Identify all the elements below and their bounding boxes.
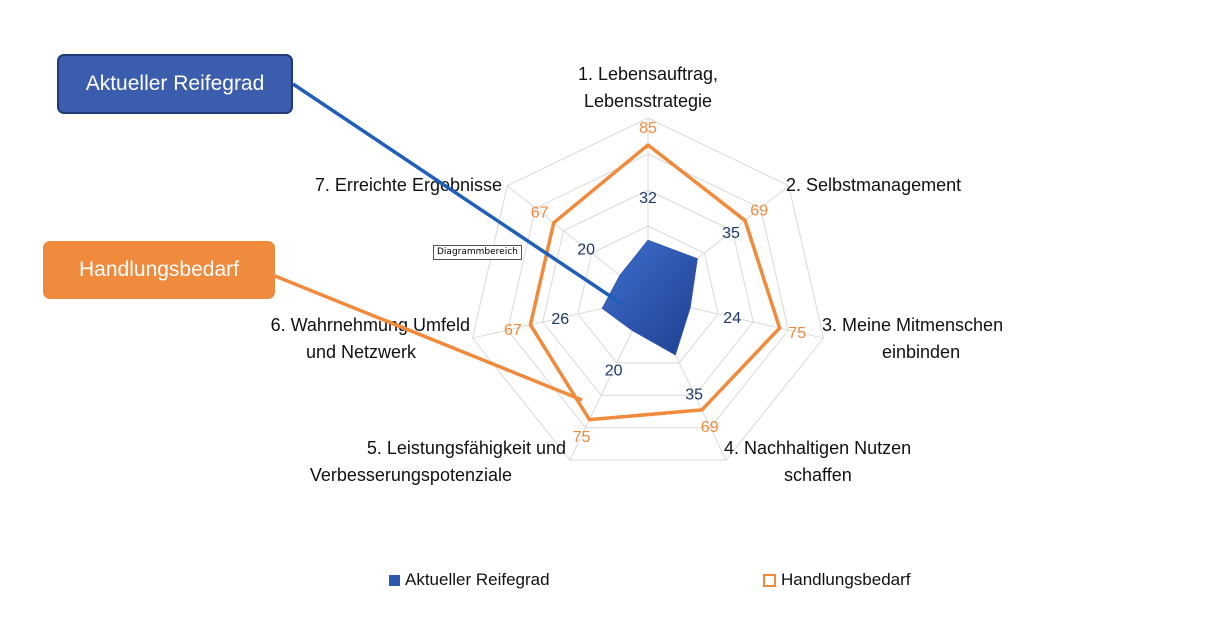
legend-swatch-need	[763, 573, 776, 587]
data-label-need: 85	[639, 120, 657, 137]
series-area-current	[601, 239, 698, 356]
category-label: 2. Selbstmanagement	[786, 175, 961, 195]
data-label-need: 69	[701, 419, 719, 436]
category-label: 4. Nachhaltigen Nutzen schaffen	[724, 438, 911, 485]
category-label: 1. Lebensauftrag, Lebensstrategie	[578, 64, 718, 111]
grid-ring	[542, 189, 754, 396]
callout-line-need	[274, 274, 583, 402]
data-label-need: 75	[573, 429, 591, 446]
legend-item-current[interactable]: Aktueller Reifegrad	[389, 570, 550, 590]
data-label-current: 32	[639, 190, 657, 207]
grid-ring	[507, 153, 789, 429]
chart-area-tooltip: Diagrammbereich	[433, 245, 522, 260]
legend-label-current: Aktueller Reifegrad	[405, 570, 550, 589]
radar-labels: 32 35 24 35 20 26 20 85 69 75 69 75 67 67 1. Lebensauf…	[271, 64, 1004, 485]
radar-series	[528, 143, 782, 422]
category-label: 5. Leistungsfähigkeit und Verbesserungspo…	[310, 438, 566, 485]
data-label-need: 67	[504, 322, 522, 339]
grid-ring	[471, 117, 825, 461]
category-label: 7. Erreichte Ergebnisse	[315, 175, 502, 195]
grid-ring	[577, 225, 719, 364]
legend-label-need: Handlungsbedarf	[781, 570, 911, 589]
category-label: 3. Meine Mitmenschen einbinden	[822, 315, 1003, 362]
data-label-current: 26	[551, 311, 569, 328]
data-label-current: 20	[605, 362, 623, 379]
data-label-need: 67	[531, 205, 549, 222]
data-label-need: 69	[750, 202, 768, 219]
callout-current-maturity: Aktueller Reifegrad	[57, 54, 293, 114]
series-line-need	[528, 143, 782, 422]
data-label-current: 35	[722, 225, 740, 242]
category-label: 6. Wahrnehmung Umfeld und Netzwerk	[271, 315, 470, 362]
legend-item-need[interactable]: Handlungsbedarf	[763, 570, 910, 590]
callout-action-need: Handlungsbedarf	[43, 241, 275, 299]
callout-line-current	[292, 82, 623, 306]
legend-swatch-current	[389, 574, 400, 586]
data-label-current: 20	[577, 242, 595, 259]
data-label-need: 75	[788, 325, 806, 342]
data-label-current: 24	[723, 310, 741, 327]
data-label-current: 35	[685, 387, 703, 404]
